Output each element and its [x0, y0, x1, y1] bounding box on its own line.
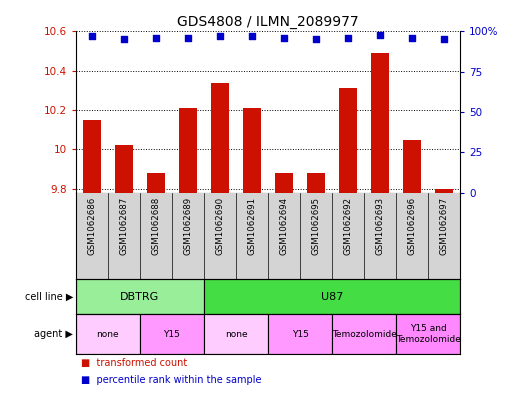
Text: Y15 and
Temozolomide: Y15 and Temozolomide [396, 324, 461, 344]
Bar [83, 120, 100, 193]
Bar [204, 279, 460, 314]
Text: ■  transformed count: ■ transformed count [81, 358, 187, 367]
Bar [396, 314, 460, 354]
Bar [332, 314, 396, 354]
Bar [211, 83, 229, 193]
Text: U87: U87 [321, 292, 343, 302]
Text: GSM1062692: GSM1062692 [344, 197, 353, 255]
Text: GSM1062697: GSM1062697 [440, 197, 449, 255]
Point [440, 36, 448, 42]
Point [376, 31, 384, 38]
Text: Temozolomide: Temozolomide [332, 330, 396, 338]
Bar [339, 88, 357, 193]
Point [248, 33, 256, 39]
Bar [243, 108, 261, 193]
Text: GSM1062693: GSM1062693 [376, 197, 384, 255]
Text: GSM1062686: GSM1062686 [87, 197, 96, 255]
Point [408, 35, 416, 41]
Text: GSM1062696: GSM1062696 [408, 197, 417, 255]
Text: cell line ▶: cell line ▶ [25, 292, 73, 302]
Bar [147, 173, 165, 193]
Point [216, 33, 224, 39]
Bar [204, 314, 268, 354]
Point [344, 35, 353, 41]
Bar [436, 189, 453, 193]
Bar [268, 314, 332, 354]
Text: agent ▶: agent ▶ [35, 329, 73, 339]
Text: DBTRG: DBTRG [120, 292, 160, 302]
Text: GSM1062691: GSM1062691 [247, 197, 256, 255]
Bar [76, 314, 140, 354]
Point [152, 35, 160, 41]
Text: GSM1062695: GSM1062695 [312, 197, 321, 255]
Point [184, 35, 192, 41]
Text: GSM1062690: GSM1062690 [215, 197, 224, 255]
Text: GSM1062688: GSM1062688 [152, 197, 161, 255]
Bar [140, 314, 204, 354]
Bar [76, 279, 204, 314]
Text: Y15: Y15 [292, 330, 309, 338]
Bar [275, 173, 293, 193]
Text: GSM1062694: GSM1062694 [280, 197, 289, 255]
Bar [308, 173, 325, 193]
Bar [403, 140, 421, 193]
Point [88, 33, 96, 39]
Text: none: none [225, 330, 247, 338]
Text: GSM1062689: GSM1062689 [184, 197, 192, 255]
Text: ■  percentile rank within the sample: ■ percentile rank within the sample [81, 375, 262, 385]
Bar [115, 145, 133, 193]
Point [120, 36, 128, 42]
Bar [371, 53, 389, 193]
Text: GSM1062687: GSM1062687 [119, 197, 128, 255]
Bar [179, 108, 197, 193]
Text: none: none [97, 330, 119, 338]
Title: GDS4808 / ILMN_2089977: GDS4808 / ILMN_2089977 [177, 15, 359, 29]
Point [280, 35, 288, 41]
Point [312, 36, 320, 42]
Text: Y15: Y15 [164, 330, 180, 338]
